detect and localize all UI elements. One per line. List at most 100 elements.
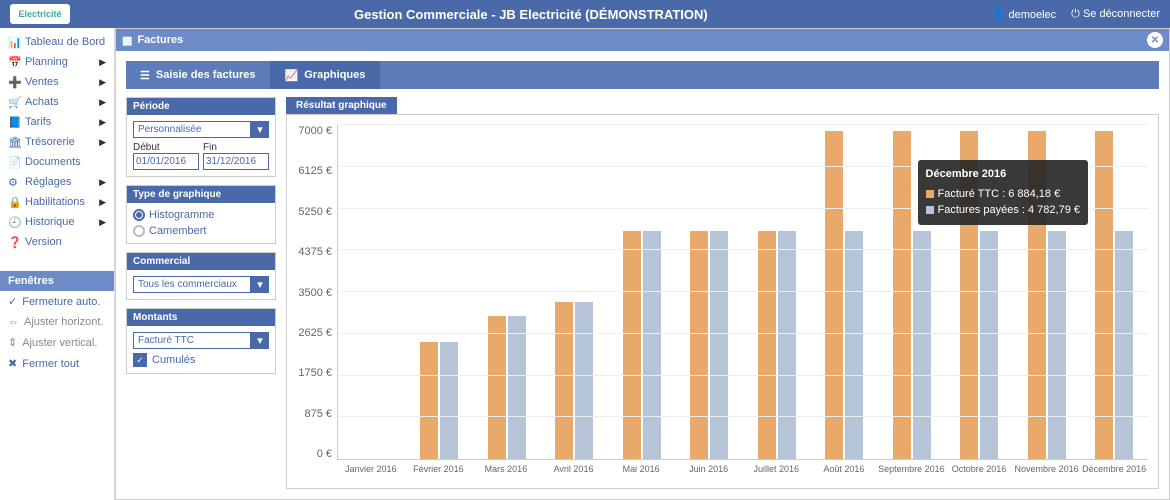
bar[interactable] — [440, 342, 458, 459]
bar-group[interactable] — [406, 125, 474, 459]
menu-item[interactable]: 🔒Habilitations▶ — [0, 192, 114, 212]
bar[interactable] — [758, 231, 776, 459]
bar[interactable] — [778, 231, 796, 459]
radio-option[interactable]: Histogramme — [133, 209, 269, 221]
bar-group[interactable] — [338, 125, 406, 459]
bar[interactable] — [690, 231, 708, 459]
bar-group[interactable] — [608, 125, 676, 459]
bar[interactable] — [575, 302, 593, 459]
commercial-select[interactable]: ▾ — [133, 276, 269, 293]
window-header[interactable]: ▦ Factures ✕ — [116, 29, 1169, 51]
menu-icon: 📊 — [8, 36, 20, 48]
amounts-panel: Montants ▾ ✓ Cumulés — [126, 308, 276, 374]
menu-label: Version — [25, 236, 106, 248]
y-tick: 4375 € — [297, 246, 332, 258]
menu-label: Achats — [25, 96, 94, 108]
bar-group[interactable] — [743, 125, 811, 459]
bar[interactable] — [1115, 231, 1133, 459]
bar-group[interactable] — [1013, 125, 1081, 459]
sidebar: 📊 Tableau de Bord 📅Planning▶➕Ventes▶🛒Achat… — [0, 28, 115, 500]
x-label: Décembre 2016 — [1080, 464, 1148, 474]
bar-group[interactable] — [811, 125, 879, 459]
bar-group[interactable] — [541, 125, 609, 459]
y-tick: 1750 € — [297, 367, 332, 379]
bar-group[interactable] — [946, 125, 1014, 459]
menu-label: Tableau de Bord — [25, 36, 106, 48]
radio-label: Camembert — [149, 225, 206, 237]
window-action[interactable]: ✓Fermeture auto. — [0, 291, 114, 312]
radio-option[interactable]: Camembert — [133, 225, 269, 237]
menu-icon: ❓ — [8, 236, 20, 248]
logo: Electricité — [10, 4, 70, 24]
menu-item[interactable]: 📊 Tableau de Bord — [0, 32, 114, 52]
menu-item[interactable]: 🕘Historique▶ — [0, 212, 114, 232]
menu-item[interactable]: 📄Documents — [0, 152, 114, 172]
action-label: Ajuster vertical. — [22, 337, 97, 349]
close-icon[interactable]: ✕ — [1147, 32, 1163, 48]
bar[interactable] — [488, 316, 506, 459]
bar[interactable] — [825, 131, 843, 459]
bar[interactable] — [508, 316, 526, 459]
period-end-input[interactable] — [203, 153, 269, 170]
amounts-select[interactable]: ▾ — [133, 332, 269, 349]
chevron-right-icon: ▶ — [99, 217, 106, 228]
bar[interactable] — [420, 342, 438, 459]
tab[interactable]: 📈Graphiques — [271, 61, 381, 89]
commercial-input[interactable] — [133, 276, 251, 293]
x-label: Novembre 2016 — [1013, 464, 1081, 474]
menu-item[interactable]: ❓ Version — [0, 232, 114, 252]
menu-item[interactable]: 🏛Trésorerie▶ — [0, 132, 114, 152]
tab-icon: ☰ — [140, 69, 150, 82]
bar[interactable] — [913, 231, 931, 459]
bar[interactable] — [1095, 131, 1113, 459]
cumulative-checkbox[interactable]: ✓ Cumulés — [133, 353, 269, 367]
bar[interactable] — [845, 231, 863, 459]
bar-group[interactable] — [676, 125, 744, 459]
bar-group[interactable] — [878, 125, 946, 459]
bar[interactable] — [555, 302, 573, 459]
period-start-label: Début — [133, 142, 199, 153]
period-preset-select[interactable]: ▾ — [133, 121, 269, 138]
y-tick: 875 € — [297, 408, 332, 420]
bar[interactable] — [960, 131, 978, 459]
y-tick: 7000 € — [297, 125, 332, 137]
action-label: Fermeture auto. — [22, 296, 100, 308]
tab-icon: 📈 — [285, 69, 299, 82]
menu-icon: 🏛 — [8, 136, 20, 148]
bar[interactable] — [710, 231, 728, 459]
chevron-down-icon[interactable]: ▾ — [251, 276, 269, 293]
logout-button[interactable]: ⏻ Se déconnecter — [1071, 8, 1160, 21]
chevron-down-icon[interactable]: ▾ — [251, 332, 269, 349]
windows-header: Fenêtres — [0, 271, 114, 291]
user-menu[interactable]: 👤 demoelec — [992, 8, 1056, 21]
period-preset-input[interactable] — [133, 121, 251, 138]
chevron-down-icon[interactable]: ▾ — [251, 121, 269, 138]
chevron-right-icon: ▶ — [99, 117, 106, 128]
bar[interactable] — [623, 231, 641, 459]
menu-item[interactable]: ⚙Réglages▶ — [0, 172, 114, 192]
x-label: Février 2016 — [405, 464, 473, 474]
bar-group[interactable] — [473, 125, 541, 459]
action-icon: ⇕ — [8, 336, 17, 349]
bar[interactable] — [980, 231, 998, 459]
x-label: Octobre 2016 — [945, 464, 1013, 474]
window-action[interactable]: ⇔Ajuster horizont. — [0, 312, 114, 332]
chart-type-header: Type de graphique — [127, 186, 275, 203]
bar[interactable] — [643, 231, 661, 459]
menu-item[interactable]: 📘Tarifs▶ — [0, 112, 114, 132]
bar-group[interactable] — [1081, 125, 1149, 459]
menu-icon: 📄 — [8, 156, 20, 168]
bar[interactable] — [1048, 231, 1066, 459]
menu-item[interactable]: ➕Ventes▶ — [0, 72, 114, 92]
window-action[interactable]: ✖Fermer tout — [0, 353, 114, 374]
menu-item[interactable]: 📅Planning▶ — [0, 52, 114, 72]
period-start-input[interactable] — [133, 153, 199, 170]
amounts-input[interactable] — [133, 332, 251, 349]
window-icon: ▦ — [122, 34, 132, 47]
tab[interactable]: ☰Saisie des factures — [126, 61, 271, 89]
bar[interactable] — [893, 131, 911, 459]
menu-icon: 🔒 — [8, 196, 20, 208]
window-action[interactable]: ⇕ Ajuster vertical. — [0, 332, 114, 353]
menu-item[interactable]: 🛒Achats▶ — [0, 92, 114, 112]
bar[interactable] — [1028, 131, 1046, 459]
